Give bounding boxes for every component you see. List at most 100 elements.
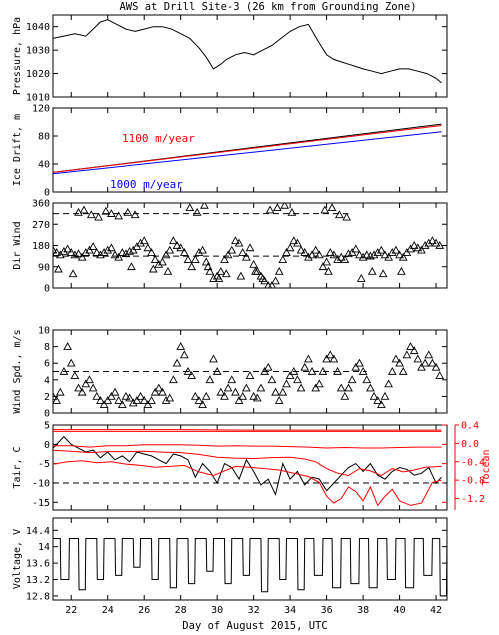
data-point (325, 350, 335, 359)
series-line (53, 444, 442, 449)
data-point (355, 358, 364, 367)
data-point (121, 391, 131, 400)
data-point (154, 259, 164, 268)
data-point (158, 387, 167, 396)
panel-wind-speed: 0 2 4 6 8 10 Wind Spd., m/s (12, 326, 448, 420)
data-point (282, 248, 291, 256)
data-point (227, 375, 237, 384)
data-point (203, 262, 213, 271)
annotation-label: 1100 m/year (122, 132, 195, 145)
data-point (311, 245, 321, 254)
data-point (252, 393, 262, 402)
data-point (59, 366, 69, 375)
y-tick-label: -10 (32, 478, 50, 489)
data-point (289, 366, 299, 375)
data-point (176, 243, 186, 252)
data-point (125, 246, 134, 255)
data-point (369, 391, 379, 400)
series-line (53, 435, 442, 497)
y-tick-label: 13.6 (26, 559, 50, 570)
data-point (128, 398, 138, 407)
data-point (107, 209, 116, 217)
data-point (300, 248, 310, 256)
data-point (234, 238, 244, 247)
data-point (406, 342, 415, 350)
data-point (190, 391, 200, 400)
x-tick-label: 28 (175, 605, 187, 616)
data-point (190, 255, 200, 263)
y-tick-label: 80 (38, 132, 50, 143)
plot-area (53, 123, 442, 175)
x-tick-label: 40 (394, 605, 406, 616)
series-line (53, 19, 442, 84)
data-point (380, 250, 390, 259)
data-point (231, 387, 240, 396)
y-tick-label: 0 (44, 409, 50, 420)
data-point (179, 350, 189, 359)
data-point (143, 243, 153, 252)
data-point (282, 379, 291, 388)
data-point (347, 375, 357, 384)
plot-frame (52, 424, 448, 511)
data-point (92, 248, 102, 256)
y-tick-label: 40 (38, 160, 50, 171)
y-tick-label: 8 (44, 342, 50, 353)
data-point (201, 257, 211, 266)
plot-area (53, 19, 442, 84)
data-point (53, 248, 62, 256)
data-point (387, 366, 397, 375)
data-point (314, 250, 324, 259)
data-point (409, 240, 419, 249)
data-point (387, 248, 397, 256)
data-point (236, 271, 246, 280)
plot-area (53, 203, 445, 288)
data-point (307, 366, 317, 375)
data-point (194, 248, 204, 256)
data-point (205, 266, 215, 275)
data-point (296, 383, 306, 392)
data-point (311, 383, 321, 392)
data-point (165, 245, 175, 254)
data-point (351, 362, 361, 371)
data-point (376, 400, 386, 409)
data-point (63, 244, 72, 253)
data-point (110, 250, 120, 259)
data-point (420, 358, 430, 367)
data-point (103, 245, 113, 254)
data-point (139, 236, 149, 245)
data-point (123, 207, 133, 216)
data-point (99, 400, 109, 409)
y-tick-label: 270 (32, 220, 50, 231)
x-tick-label: 32 (248, 605, 260, 616)
data-point (183, 255, 193, 263)
data-point (369, 250, 379, 259)
data-point (163, 266, 173, 275)
data-point (304, 252, 313, 261)
x-tick-label: 24 (102, 605, 114, 616)
data-point (251, 266, 260, 275)
data-point (179, 248, 189, 256)
y-axis-label: Ice Drift, m (12, 114, 23, 186)
data-point (351, 244, 361, 253)
data-point (267, 375, 277, 384)
data-point (395, 250, 404, 259)
data-point (329, 250, 339, 259)
panel-tair-tocean: -15 -10 -5 0 5 -1.2 -0.8 -0.4 0.0 0.4 Tocean Tair, … (12, 421, 492, 511)
data-point (327, 203, 337, 212)
data-point (424, 238, 434, 247)
data-point (435, 240, 445, 249)
data-point (417, 362, 426, 371)
data-point (150, 255, 160, 263)
data-point (86, 210, 96, 219)
data-point (340, 391, 350, 400)
y-tick-label: 1040 (26, 22, 50, 33)
data-point (200, 203, 209, 209)
x-tick-label: 36 (321, 605, 333, 616)
data-point (344, 249, 353, 258)
data-point (223, 383, 233, 392)
data-point (220, 255, 229, 263)
y-tick-label: 90 (38, 262, 50, 273)
panel-ice-drift: 0 40 80 120 Ice Drift, m 1100 m/year 1000 m/ye… (12, 104, 448, 199)
y2-tick-label: 0.4 (461, 421, 479, 432)
